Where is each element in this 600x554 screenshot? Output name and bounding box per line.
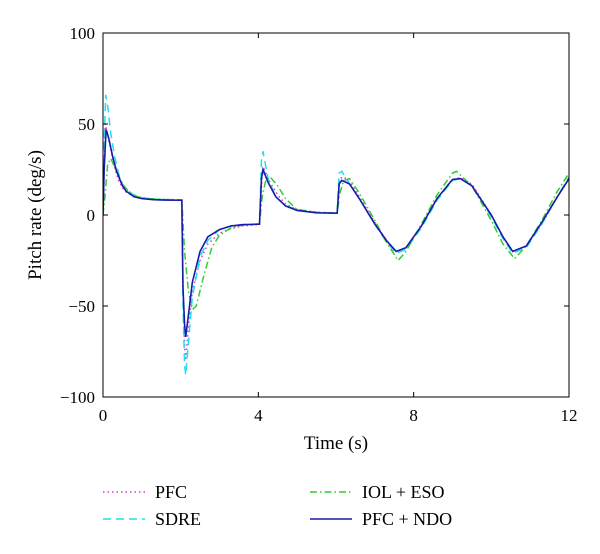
y-tick-label: 50 bbox=[78, 115, 95, 134]
y-tick-label: −50 bbox=[68, 297, 95, 316]
legend: PFC SDRE IOL + ESO PFC + NDO bbox=[103, 482, 452, 529]
y-axis-label: Pitch rate (deg/s) bbox=[25, 150, 46, 280]
axes-layer: 0 4 8 12 −100 −50 0 50 100 bbox=[60, 24, 578, 425]
series-line-pfc-ndo bbox=[103, 129, 569, 338]
x-tick-label: 0 bbox=[99, 406, 108, 425]
plot-frame bbox=[102, 32, 570, 398]
x-tick-label: 12 bbox=[561, 406, 578, 425]
y-tick-label: −100 bbox=[60, 388, 95, 407]
series-line-iol-eso bbox=[103, 156, 569, 312]
x-tick-label: 8 bbox=[409, 406, 418, 425]
y-tick-label: 0 bbox=[87, 206, 96, 225]
legend-label: IOL + ESO bbox=[362, 482, 444, 502]
x-axis-label: Time (s) bbox=[304, 433, 368, 454]
series-layer bbox=[103, 94, 569, 376]
series-line-pfc bbox=[103, 123, 569, 361]
x-tick-label: 4 bbox=[254, 406, 263, 425]
y-tick-label: 100 bbox=[70, 24, 96, 43]
legend-label: SDRE bbox=[155, 509, 201, 529]
legend-label: PFC + NDO bbox=[362, 509, 452, 529]
legend-label: PFC bbox=[155, 482, 187, 502]
